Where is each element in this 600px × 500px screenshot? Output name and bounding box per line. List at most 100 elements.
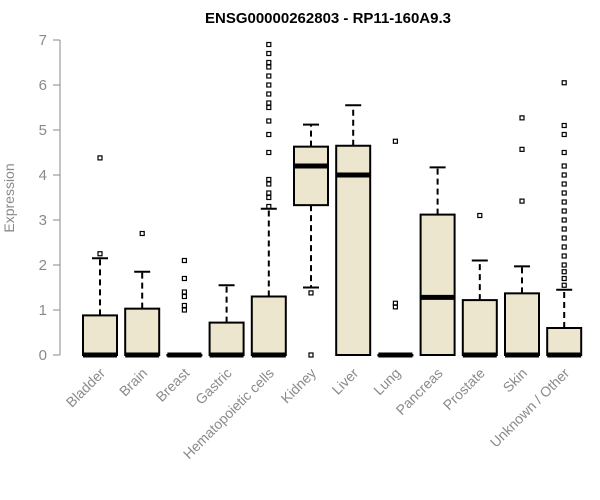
y-tick-label: 2: [39, 257, 47, 274]
iqr-box: [250, 295, 287, 356]
outlier-point: [266, 190, 272, 196]
outlier-point: [266, 41, 272, 48]
box-prostate: [461, 212, 498, 358]
outlier-point: [266, 203, 272, 210]
box-lung: [377, 138, 414, 358]
outlier-point: [266, 104, 272, 111]
outlier-point: [181, 275, 187, 282]
outlier-point: [97, 155, 103, 161]
box-plots: [82, 41, 583, 358]
outlier-point: [266, 91, 272, 97]
y-tick-label: 3: [39, 212, 47, 229]
outlier-point: [561, 208, 567, 214]
outlier-point: [266, 100, 272, 106]
outlier-point: [519, 198, 525, 204]
outlier-point: [266, 131, 272, 138]
iqr-box: [82, 314, 118, 356]
outlier-point: [561, 269, 567, 275]
x-tick-label: Kidney: [278, 365, 320, 407]
iqr-box: [504, 292, 540, 357]
outlier-point: [561, 149, 567, 156]
outlier-point: [561, 275, 567, 282]
outlier-point: [392, 138, 398, 144]
iqr-box: [546, 327, 583, 356]
x-tick-label: Bladder: [63, 365, 109, 411]
box-liver: [335, 104, 372, 356]
outlier-point: [561, 131, 567, 138]
outlier-point: [561, 163, 567, 169]
outlier-point: [266, 194, 272, 201]
outlier-point: [308, 352, 314, 358]
outlier-point: [561, 253, 567, 259]
outlier-point: [308, 290, 314, 296]
outlier-point: [561, 190, 567, 196]
iqr-box: [419, 213, 456, 356]
x-tick-label: Breast: [153, 365, 193, 405]
outlier-point: [266, 181, 272, 187]
outlier-point: [561, 80, 567, 86]
x-tick-label: Prostate: [440, 365, 488, 413]
outlier-point: [266, 149, 272, 156]
box-pancreas: [419, 166, 456, 356]
x-tick-label: Skin: [500, 365, 531, 396]
outlier-point: [561, 199, 567, 205]
y-tick-label: 6: [39, 77, 47, 94]
outlier-point: [477, 212, 483, 219]
outlier-point: [561, 181, 567, 187]
y-tick-label: 1: [39, 302, 47, 319]
outlier-point: [392, 300, 398, 306]
outlier-point: [561, 235, 567, 241]
chart-title: ENSG00000262803 - RP11-160A9.3: [205, 10, 451, 27]
x-tick-label: Pancreas: [393, 365, 446, 418]
outlier-point: [561, 282, 567, 288]
x-tick-label: Brain: [116, 365, 150, 399]
outlier-point: [561, 226, 567, 232]
box-brain: [124, 230, 161, 358]
box-gastric: [208, 284, 245, 358]
outlier-point: [561, 217, 567, 223]
y-tick-label: 0: [39, 347, 47, 364]
outlier-point: [181, 293, 187, 300]
outlier-point: [561, 244, 567, 250]
outlier-point: [561, 262, 567, 268]
outlier-point: [139, 230, 145, 237]
iqr-box: [461, 299, 498, 357]
box-bladder: [82, 155, 118, 358]
iqr-box: [335, 144, 372, 356]
y-tick-label: 5: [39, 122, 47, 139]
outlier-point: [181, 257, 187, 264]
iqr-box: [208, 321, 245, 357]
outlier-point: [181, 302, 187, 309]
outlier-point: [181, 289, 187, 295]
outlier-point: [561, 172, 567, 178]
x-tick-label: Unknown / Other: [487, 365, 573, 451]
x-tick-label: Liver: [329, 365, 362, 398]
y-tick-label: 4: [39, 167, 47, 184]
box-breast: [166, 257, 203, 358]
outlier-point: [266, 59, 272, 66]
box-skin: [504, 115, 540, 358]
iqr-box: [293, 145, 329, 207]
outlier-point: [266, 50, 272, 57]
outlier-point: [266, 176, 272, 183]
outlier-point: [561, 122, 567, 129]
outlier-point: [519, 115, 525, 121]
y-axis-label: Expression: [1, 163, 17, 232]
box-kidney: [293, 123, 329, 358]
outlier-point: [266, 118, 272, 124]
y-tick-label: 7: [39, 32, 47, 49]
outlier-point: [266, 82, 272, 88]
iqr-box: [124, 307, 161, 356]
x-tick-label: Lung: [370, 365, 403, 398]
box-unknown-other: [546, 80, 583, 358]
outlier-point: [519, 146, 525, 152]
box-hematopoietic-cells: [250, 41, 287, 358]
outlier-point: [266, 73, 272, 79]
outlier-point: [181, 307, 187, 313]
y-axis: 0 1 2 3 4 5 6 7: [39, 32, 61, 364]
outlier-point: [266, 64, 272, 70]
outlier-point: [97, 251, 103, 257]
